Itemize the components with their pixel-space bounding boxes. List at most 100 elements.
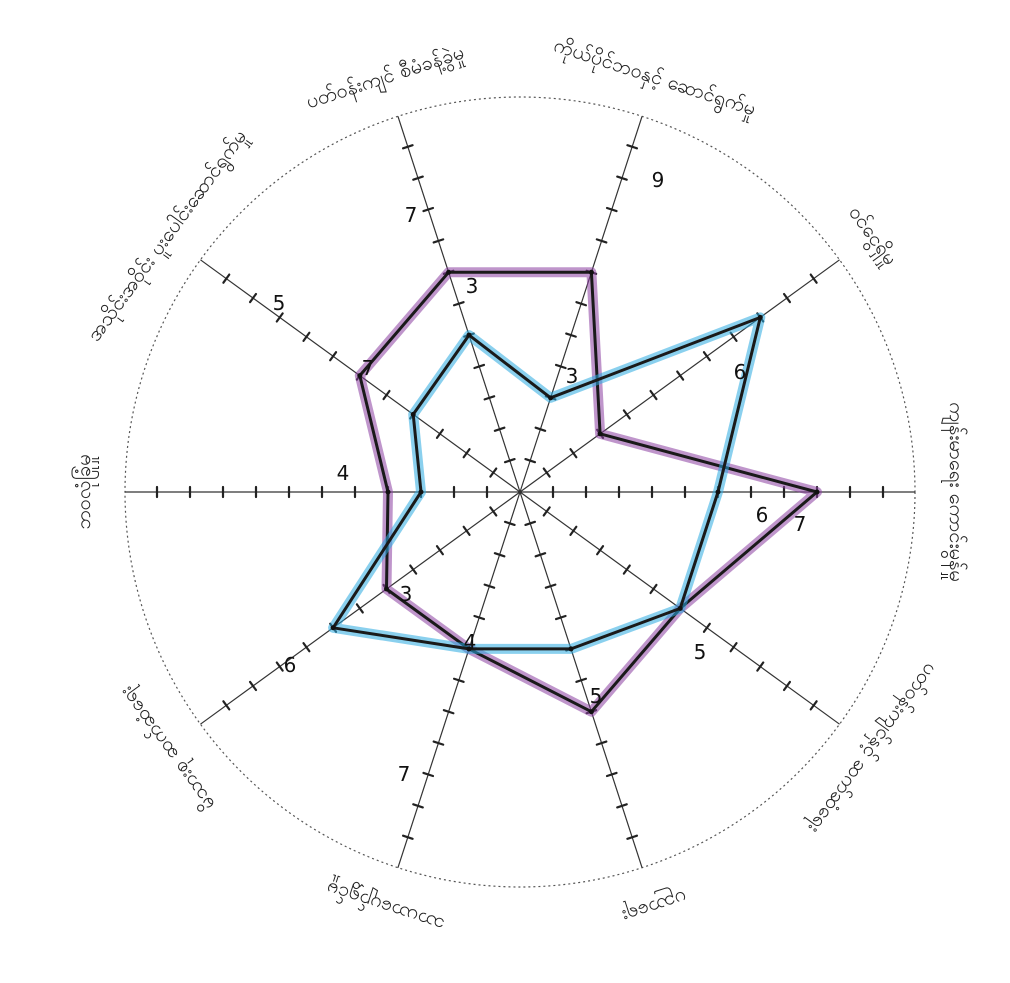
axis-tick xyxy=(575,677,588,683)
axis-tick xyxy=(489,506,498,517)
axis-tick xyxy=(401,834,414,840)
category-label: ကျန်းမာရေး ကောင်းမွန်မှု xyxy=(941,402,969,582)
axis-tick xyxy=(542,467,551,478)
value-label: 4 xyxy=(464,630,477,654)
series-2-point xyxy=(466,332,472,338)
radar-value-labels: 7 3 9 6 6 7 5 5 4 7 3 6 4 7 5 3 xyxy=(273,168,807,786)
value-label: 9 xyxy=(652,168,665,192)
axis-tick xyxy=(782,292,792,304)
axis-tick xyxy=(605,771,618,778)
axis-tick xyxy=(809,273,818,284)
value-label: 7 xyxy=(362,356,375,380)
series-1-point xyxy=(385,489,391,495)
series-2-point xyxy=(418,489,424,495)
axis-tick xyxy=(595,740,608,746)
value-label: 5 xyxy=(694,640,707,664)
axis-tick xyxy=(616,803,628,809)
series-1-point xyxy=(446,269,452,275)
value-label: 6 xyxy=(756,503,769,527)
axis-tick xyxy=(435,545,444,556)
axis-tick xyxy=(544,583,557,589)
series-1-point xyxy=(588,269,594,275)
value-label: 3 xyxy=(466,274,479,298)
axis-tick xyxy=(452,677,465,683)
axis-tick xyxy=(222,700,231,711)
series-1-point xyxy=(384,586,390,592)
radar-labels: ကိုယ်ပိုင်ဘဝနှင့် ဆောင်ရွက်မှုဝင်ငွေရှိမ… xyxy=(71,32,969,938)
value-label: 6 xyxy=(284,653,297,677)
axis-tick xyxy=(596,545,605,556)
axis-tick xyxy=(422,771,435,778)
axis-tick xyxy=(483,583,496,589)
axis-tick xyxy=(503,457,516,464)
axis-tick xyxy=(756,661,765,672)
series-2-point xyxy=(715,489,721,495)
axis-tick xyxy=(575,301,588,307)
axis-tick xyxy=(248,680,258,692)
axis-tick xyxy=(542,506,551,517)
axis-tick xyxy=(435,428,444,439)
axis-tick xyxy=(605,206,618,213)
value-label: 3 xyxy=(566,364,579,388)
series-2-point xyxy=(330,625,336,631)
axis-tick xyxy=(432,238,445,244)
value-label: 7 xyxy=(398,762,411,786)
axis-tick xyxy=(622,409,631,420)
axis-tick xyxy=(222,273,231,284)
axis-tick xyxy=(782,680,792,692)
category-label: ဝင်ငွေရှိမှု xyxy=(841,201,903,272)
axis-tick xyxy=(569,448,578,459)
axis-tick xyxy=(626,144,639,150)
category-label: ကိုယ်ပိုင်ဘဝနှင့် ဆောင်ရွက်မှု xyxy=(550,32,759,124)
axis-tick xyxy=(622,564,631,575)
axis-tick xyxy=(565,332,577,338)
axis-tick xyxy=(595,238,608,244)
axis-tick xyxy=(554,363,567,370)
series-1-point xyxy=(814,489,820,495)
axis-tick xyxy=(412,175,424,181)
radar-series xyxy=(328,267,822,717)
axis-tick xyxy=(729,642,738,653)
series-1-point xyxy=(588,709,594,715)
axis-tick xyxy=(442,709,455,715)
value-label: 3 xyxy=(400,582,413,606)
value-label: 7 xyxy=(794,512,807,536)
axis-tick xyxy=(702,351,711,362)
axis-tick xyxy=(422,206,435,213)
axis-tick xyxy=(569,525,578,536)
axis-tick xyxy=(473,363,486,370)
value-label: 5 xyxy=(590,684,603,708)
axis-tick xyxy=(382,389,391,401)
axis-tick xyxy=(616,175,628,181)
axis-tick xyxy=(493,426,506,432)
axis-tick xyxy=(409,564,418,575)
category-label: ပညာရေး xyxy=(618,882,690,929)
axis-tick xyxy=(503,520,516,527)
axis-tick xyxy=(401,144,414,150)
axis-tick xyxy=(649,389,658,401)
value-label: 5 xyxy=(273,291,286,315)
axis-tick xyxy=(534,552,547,558)
axis-tick xyxy=(702,622,711,633)
series-2-point xyxy=(677,605,683,611)
category-label: အသိုင်းအဝိုင်း ပူးပေါင်းဆောင်ရွက်မှု xyxy=(82,125,255,348)
axis-tick xyxy=(729,331,738,342)
axis-tick xyxy=(412,803,424,809)
axis-tick xyxy=(452,301,465,307)
axis-tick xyxy=(493,552,506,558)
category-label: သာယာပျော်ရွှင်မှု xyxy=(323,873,448,938)
category-label: မိသားစု ဆက်ဆံရေး xyxy=(113,680,222,816)
axis-tick xyxy=(489,467,498,478)
series-2-point xyxy=(466,646,472,652)
axis-tick xyxy=(534,426,547,432)
axis-tick xyxy=(626,834,639,840)
axis-tick xyxy=(432,740,445,746)
axis-tick xyxy=(483,395,496,401)
axis-tick xyxy=(473,614,486,621)
axis-tick xyxy=(676,370,685,381)
axis-tick xyxy=(649,583,658,595)
axis-tick xyxy=(524,520,537,527)
series-2-point xyxy=(410,411,416,417)
axis-tick xyxy=(809,700,818,711)
